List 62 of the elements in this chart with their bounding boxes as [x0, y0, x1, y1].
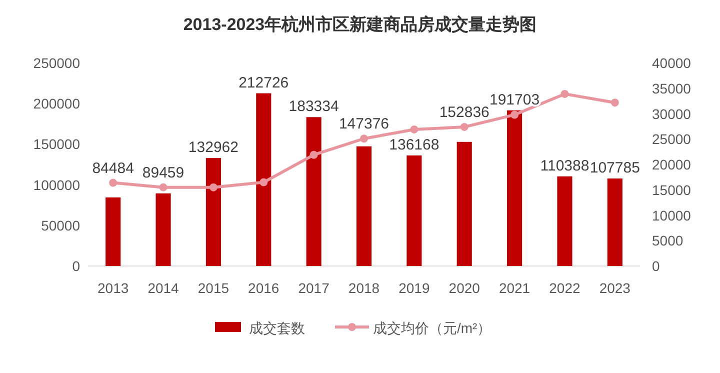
x-tick-label: 2015 — [198, 280, 230, 296]
bar — [557, 176, 572, 266]
bar — [456, 142, 472, 266]
bar — [356, 146, 372, 266]
x-tick-label: 2014 — [148, 280, 180, 296]
data-label: 132962 — [188, 139, 238, 156]
bar — [156, 193, 171, 266]
y2-tick-label: 30000 — [652, 106, 692, 122]
x-tick-label: 2016 — [248, 280, 280, 296]
data-label: 110388 — [540, 157, 590, 174]
point — [610, 98, 619, 107]
point — [410, 125, 418, 134]
bar — [206, 158, 221, 266]
point — [360, 134, 368, 143]
point — [460, 122, 468, 131]
y2-tick-label: 35000 — [652, 80, 692, 96]
y2-tick-label: 25000 — [652, 131, 692, 148]
x-tick-label: 2018 — [348, 280, 380, 296]
point — [560, 90, 569, 98]
point — [109, 178, 118, 187]
data-label: 89459 — [142, 164, 184, 182]
point — [310, 150, 318, 159]
y2-tick-label: 0 — [652, 258, 660, 274]
y-tick-label: 50000 — [41, 217, 80, 234]
x-tick-label: 2023 — [599, 280, 631, 296]
y2-tick-label: 20000 — [652, 156, 692, 172]
legend-label: 成交均价（元/m²） — [373, 320, 492, 336]
data-label: 147376 — [338, 116, 390, 133]
y-tick-label: 250000 — [33, 55, 80, 71]
x-tick-label: 2017 — [298, 280, 330, 296]
y-tick-label: 100000 — [33, 176, 80, 193]
y-tick-label: 150000 — [33, 136, 80, 152]
x-tick-label: 2020 — [448, 280, 480, 296]
x-tick-label: 2021 — [498, 280, 530, 296]
bar — [406, 155, 422, 266]
data-label: 191703 — [490, 91, 540, 108]
x-tick-label: 2013 — [98, 280, 129, 296]
bar — [507, 110, 522, 266]
point — [159, 183, 168, 192]
x-tick-label: 2019 — [398, 280, 430, 296]
y2-tick-label: 10000 — [652, 207, 692, 224]
legend-label: 成交套数 — [249, 320, 305, 336]
x-tick-label: 2022 — [549, 280, 581, 296]
point — [260, 178, 268, 186]
y2-tick-label: 5000 — [652, 232, 684, 249]
data-label: 183334 — [288, 98, 339, 116]
bar — [106, 197, 121, 266]
data-label: 84484 — [92, 160, 134, 177]
bar — [256, 93, 272, 266]
y2-tick-label: 15000 — [652, 182, 692, 198]
data-label: 212726 — [238, 74, 289, 92]
point — [510, 110, 519, 119]
bar — [607, 178, 622, 266]
chart-title: 2013-2023年杭州市区新建商品房成交量走势图 — [183, 15, 537, 34]
data-label: 107785 — [590, 159, 640, 176]
data-label: 152836 — [439, 104, 490, 121]
y2-tick-label: 40000 — [652, 55, 692, 71]
y-tick-label: 0 — [72, 258, 80, 274]
bar — [306, 117, 322, 266]
y-tick-label: 200000 — [33, 96, 80, 112]
data-label: 136168 — [389, 136, 440, 154]
point — [209, 183, 218, 192]
